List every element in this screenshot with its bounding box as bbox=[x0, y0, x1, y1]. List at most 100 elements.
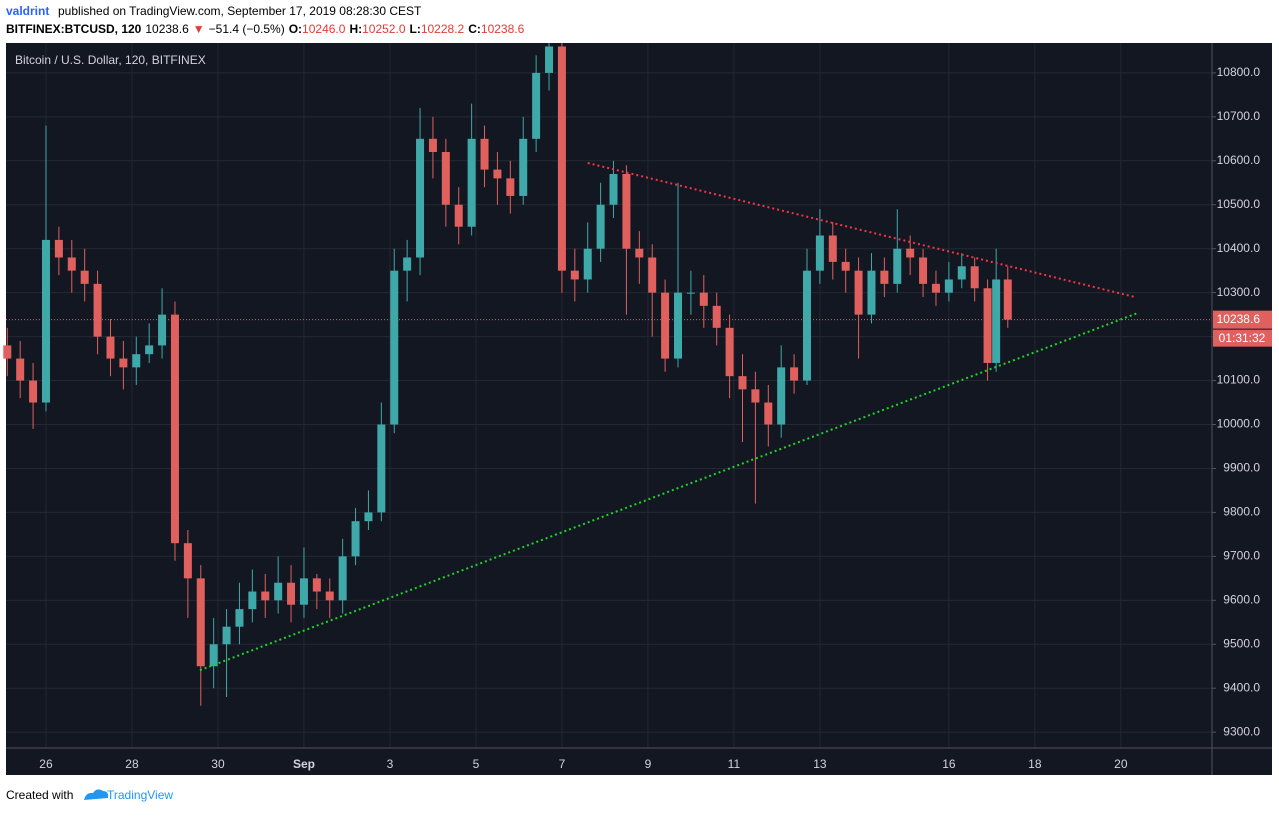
candle-body bbox=[145, 345, 154, 355]
candle-body bbox=[699, 292, 708, 306]
candle-body bbox=[661, 292, 670, 359]
ohlc-label: O: bbox=[289, 22, 302, 36]
candle-body bbox=[403, 257, 412, 271]
candle-body bbox=[493, 169, 502, 179]
x-tick-label: 26 bbox=[39, 757, 53, 771]
candle-body bbox=[1003, 279, 1012, 320]
candle-body bbox=[377, 424, 386, 513]
trendline bbox=[199, 311, 1139, 672]
y-tick-label: 9500.0 bbox=[1223, 636, 1260, 650]
candle-body bbox=[622, 173, 631, 249]
chart-title: Bitcoin / U.S. Dollar, 120, BITFINEX bbox=[15, 53, 206, 67]
candle-body bbox=[428, 138, 437, 153]
candle-body bbox=[583, 248, 592, 280]
candle-body bbox=[635, 248, 644, 258]
candle-body bbox=[287, 582, 296, 605]
last-price-box bbox=[1213, 310, 1272, 329]
candle-body bbox=[41, 239, 50, 403]
ohlc-value: 10246.0 bbox=[302, 22, 346, 36]
y-tick-label: 10500.0 bbox=[1217, 197, 1261, 211]
ohlc-value: 10238.6 bbox=[481, 22, 525, 36]
candle-body bbox=[158, 314, 167, 346]
candle-body bbox=[880, 270, 889, 284]
candle-body bbox=[751, 389, 760, 403]
candle-body bbox=[364, 512, 373, 522]
footer-text: Created with bbox=[6, 788, 73, 802]
footer-brand[interactable]: TradingView bbox=[107, 788, 173, 802]
x-tick-label: 18 bbox=[1028, 757, 1042, 771]
candle-body bbox=[712, 305, 721, 328]
y-tick-label: 10100.0 bbox=[1217, 373, 1261, 387]
candle-body bbox=[777, 367, 786, 425]
y-tick-label: 10600.0 bbox=[1217, 153, 1261, 167]
author[interactable]: valdrint bbox=[6, 4, 49, 18]
candle-body bbox=[54, 239, 63, 258]
candle-body bbox=[119, 358, 128, 368]
candle-body bbox=[67, 257, 76, 271]
candle-body bbox=[248, 591, 257, 610]
candle-body bbox=[648, 257, 657, 293]
symbol: BITFINEX:BTCUSD, 120 bbox=[6, 22, 142, 36]
last-price-label: 10238.6 bbox=[1217, 312, 1261, 326]
candle-body bbox=[506, 178, 515, 196]
candle-body bbox=[16, 358, 25, 381]
x-tick-label: 16 bbox=[942, 757, 956, 771]
candle-body bbox=[725, 327, 734, 377]
candle-body bbox=[261, 591, 270, 601]
candle-body bbox=[596, 204, 605, 249]
candle-body bbox=[209, 644, 218, 667]
candle-body bbox=[893, 248, 902, 284]
candle-body bbox=[686, 292, 695, 294]
candle-body bbox=[983, 288, 992, 363]
candle-body bbox=[467, 138, 476, 227]
change-arrow: ▼ bbox=[193, 22, 205, 36]
candle-body bbox=[274, 582, 283, 601]
y-tick-label: 10700.0 bbox=[1217, 109, 1261, 123]
price: 10238.6 bbox=[145, 22, 189, 36]
candle-body bbox=[841, 261, 850, 271]
candle-body bbox=[944, 279, 953, 293]
candle-body bbox=[957, 266, 966, 280]
tradingview-logo bbox=[84, 789, 109, 800]
candle-body bbox=[351, 521, 360, 557]
candle-body bbox=[970, 266, 979, 289]
candle-body bbox=[235, 609, 244, 627]
candle-body bbox=[790, 367, 799, 381]
ohlc-value: 10228.2 bbox=[421, 22, 465, 36]
candle-body bbox=[764, 402, 773, 425]
candle-body bbox=[29, 380, 38, 403]
x-tick-label: 5 bbox=[473, 757, 480, 771]
candle-body bbox=[338, 556, 347, 601]
ohlc-label: L: bbox=[410, 22, 421, 36]
y-tick-label: 10300.0 bbox=[1217, 285, 1261, 299]
candle-body bbox=[196, 578, 205, 667]
x-tick-label: 20 bbox=[1114, 757, 1128, 771]
y-tick-label: 9900.0 bbox=[1223, 461, 1260, 475]
candle-body bbox=[325, 591, 334, 601]
candle-body bbox=[454, 204, 463, 227]
chart-background bbox=[6, 43, 1272, 775]
candle-body bbox=[557, 46, 566, 271]
y-tick-label: 10000.0 bbox=[1217, 417, 1261, 431]
candle-body bbox=[390, 270, 399, 425]
candle-body bbox=[931, 283, 940, 293]
y-tick-label: 9700.0 bbox=[1223, 549, 1260, 563]
candle-body bbox=[532, 72, 541, 139]
candle-body bbox=[738, 376, 747, 390]
candle-body bbox=[480, 138, 489, 170]
candle-body bbox=[867, 270, 876, 315]
candle-body bbox=[299, 578, 308, 605]
candle-body bbox=[609, 173, 618, 205]
candle-body bbox=[919, 257, 928, 284]
x-tick-label: 3 bbox=[387, 757, 394, 771]
trendline bbox=[587, 162, 1136, 299]
y-tick-label: 9800.0 bbox=[1223, 505, 1260, 519]
countdown: 01:31:32 bbox=[1219, 331, 1266, 345]
candle-body bbox=[570, 270, 579, 280]
y-tick-label: 9600.0 bbox=[1223, 592, 1260, 606]
candle-body bbox=[312, 578, 321, 592]
candle-body bbox=[992, 279, 1001, 363]
candle-body bbox=[93, 283, 102, 337]
